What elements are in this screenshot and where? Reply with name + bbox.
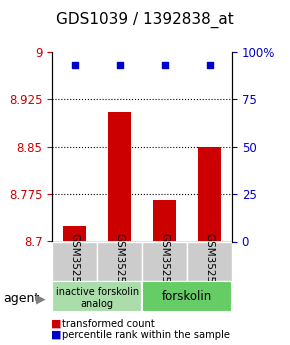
Text: GSM35254: GSM35254: [204, 233, 215, 290]
Text: agent: agent: [3, 292, 39, 305]
Text: forskolin: forskolin: [162, 290, 212, 303]
FancyBboxPatch shape: [52, 241, 97, 281]
Point: [162, 62, 167, 68]
Bar: [108, 112, 131, 241]
Text: GSM35253: GSM35253: [160, 233, 170, 290]
Text: GSM35256: GSM35256: [115, 233, 125, 290]
FancyBboxPatch shape: [52, 281, 142, 312]
FancyBboxPatch shape: [187, 241, 232, 281]
FancyBboxPatch shape: [142, 241, 187, 281]
FancyBboxPatch shape: [142, 281, 232, 312]
Text: GSM35255: GSM35255: [70, 233, 80, 290]
Bar: [153, 200, 176, 242]
FancyBboxPatch shape: [97, 241, 142, 281]
Bar: [64, 226, 86, 241]
Text: GDS1039 / 1392838_at: GDS1039 / 1392838_at: [56, 12, 234, 28]
Point: [117, 62, 122, 68]
Text: inactive forskolin: inactive forskolin: [56, 287, 139, 297]
Text: transformed count: transformed count: [62, 319, 155, 329]
Point: [72, 62, 77, 68]
Point: [207, 62, 212, 68]
Text: percentile rank within the sample: percentile rank within the sample: [62, 331, 230, 340]
Text: ■: ■: [51, 319, 61, 328]
Text: ■: ■: [51, 330, 61, 339]
Bar: [198, 147, 221, 242]
Text: ▶: ▶: [36, 292, 46, 305]
Text: analog: analog: [81, 299, 114, 309]
